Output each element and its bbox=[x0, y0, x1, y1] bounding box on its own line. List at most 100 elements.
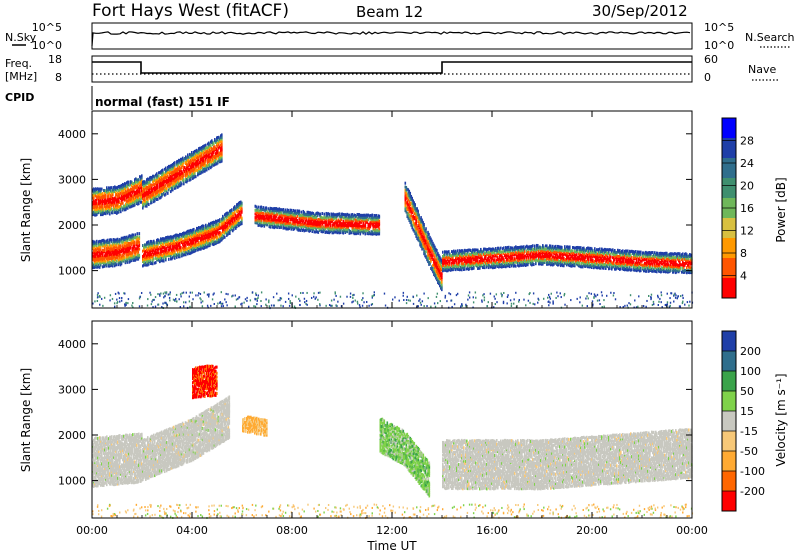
echo-cell bbox=[428, 232, 430, 236]
echo-cell bbox=[118, 244, 121, 248]
echo-cell bbox=[232, 221, 234, 225]
echo-cell bbox=[189, 238, 191, 242]
echo-cell bbox=[127, 186, 129, 190]
echo-cell bbox=[126, 258, 129, 262]
echo-cell bbox=[191, 162, 193, 166]
echo-cell bbox=[150, 178, 152, 182]
echo-cell bbox=[219, 225, 221, 229]
echo-cell bbox=[115, 243, 118, 247]
echo-cell bbox=[143, 184, 145, 188]
echo-cell bbox=[162, 259, 164, 263]
echo-cell bbox=[103, 264, 106, 268]
echo-cell bbox=[223, 220, 225, 224]
echo-cell bbox=[176, 163, 178, 167]
echo-cell bbox=[172, 179, 174, 183]
echo-cell bbox=[169, 183, 171, 187]
echo-cell bbox=[191, 164, 193, 168]
echo-cell bbox=[128, 244, 131, 248]
echo-cell bbox=[106, 199, 108, 203]
echo-cell bbox=[170, 257, 172, 261]
echo-cell bbox=[94, 207, 96, 211]
echo-cell bbox=[148, 255, 150, 259]
echo-cell bbox=[168, 188, 170, 192]
echo-cell bbox=[100, 192, 102, 196]
echo-cell bbox=[167, 243, 169, 247]
echo-cell bbox=[115, 259, 118, 263]
echo-cell bbox=[199, 236, 201, 240]
echo-cell bbox=[176, 169, 178, 173]
echo-cell bbox=[198, 164, 200, 168]
echo-cell bbox=[135, 184, 137, 188]
echo-cell bbox=[115, 211, 117, 215]
echo-cell bbox=[192, 158, 194, 162]
echo-cell bbox=[122, 246, 125, 250]
echo-cell bbox=[172, 170, 174, 174]
echo-cell bbox=[233, 221, 235, 225]
echo-cell bbox=[202, 236, 204, 240]
echo-cell bbox=[140, 177, 142, 181]
echo-cell bbox=[124, 191, 126, 195]
echo-cell bbox=[117, 187, 119, 191]
echo-cell bbox=[171, 174, 173, 178]
echo-cell bbox=[181, 232, 183, 236]
echo-cell bbox=[146, 178, 148, 182]
echo-cell bbox=[225, 214, 227, 218]
echo-cell bbox=[170, 190, 172, 194]
echo-cell bbox=[118, 192, 120, 196]
echo-cell bbox=[223, 227, 225, 231]
echo-cell bbox=[236, 203, 238, 207]
echo-cell bbox=[107, 192, 109, 196]
echo-cell bbox=[177, 181, 179, 185]
echo-cell bbox=[204, 227, 206, 231]
echo-cell bbox=[193, 239, 195, 243]
echo-cell bbox=[214, 235, 216, 239]
echo-cell bbox=[198, 169, 200, 173]
echo-cell bbox=[221, 236, 223, 240]
echo-cell bbox=[147, 255, 149, 259]
echo-cell bbox=[96, 262, 99, 266]
echo-cell bbox=[121, 198, 123, 202]
echo-cell bbox=[174, 163, 176, 167]
echo-cell bbox=[187, 166, 189, 170]
echo-cell bbox=[125, 204, 127, 208]
echo-cell bbox=[176, 235, 178, 239]
echo-cell bbox=[119, 238, 122, 242]
echo-cell bbox=[158, 180, 160, 184]
echo-cell bbox=[104, 211, 106, 215]
echo-cell bbox=[141, 174, 143, 178]
echo-cell bbox=[122, 189, 124, 193]
echo-cell bbox=[201, 245, 203, 249]
echo-cell bbox=[92, 205, 94, 209]
echo-cell bbox=[148, 260, 150, 264]
echo-cell bbox=[126, 203, 128, 207]
echo-cell bbox=[185, 234, 187, 238]
echo-cell bbox=[190, 174, 192, 178]
echo-cell bbox=[133, 248, 136, 252]
echo-cell bbox=[223, 216, 225, 220]
echo-cell bbox=[108, 201, 110, 205]
echo-cell bbox=[131, 180, 133, 184]
echo-cell bbox=[126, 199, 128, 203]
echo-cell bbox=[143, 193, 145, 197]
echo-cell bbox=[129, 241, 132, 245]
echo-cell bbox=[179, 246, 181, 250]
echo-cell bbox=[109, 257, 112, 261]
echo-cell bbox=[198, 162, 200, 166]
echo-cell bbox=[103, 259, 106, 263]
echo-cell bbox=[183, 165, 185, 169]
echo-cell bbox=[139, 188, 141, 192]
echo-cell bbox=[172, 244, 174, 248]
echo-cell bbox=[109, 238, 112, 242]
echo-cell bbox=[196, 148, 198, 152]
echo-cell bbox=[107, 206, 109, 210]
echo-cell bbox=[148, 190, 150, 194]
echo-cell bbox=[132, 257, 135, 261]
echo-cell bbox=[101, 187, 103, 191]
echo-cell bbox=[359, 232, 362, 236]
echo-cell bbox=[168, 237, 170, 241]
echo-cell bbox=[128, 193, 130, 197]
echo-cell bbox=[173, 166, 175, 170]
echo-cell bbox=[172, 235, 174, 239]
echo-cell bbox=[112, 243, 115, 247]
echo-cell bbox=[137, 187, 139, 191]
